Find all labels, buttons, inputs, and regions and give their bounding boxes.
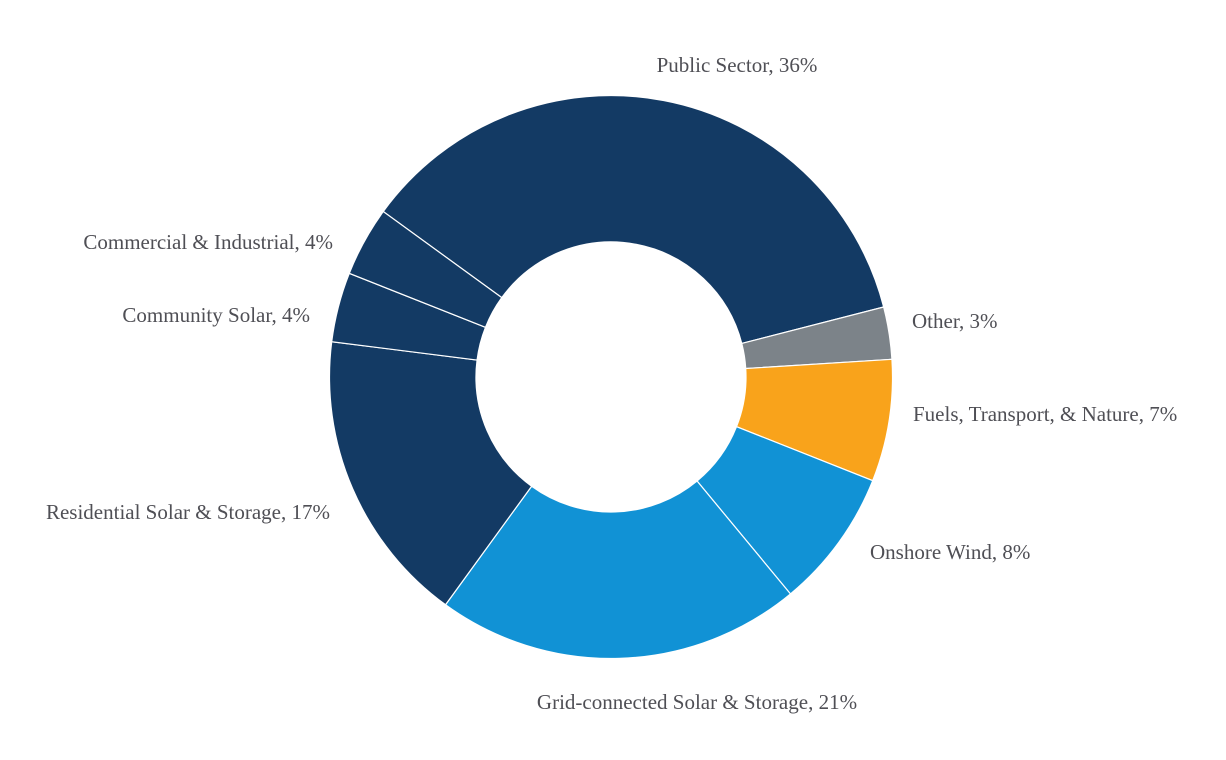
pie-slice-public-sector (382, 94, 885, 345)
slice-label-onshore-wind: Onshore Wind, 8% (870, 540, 1031, 564)
pie-slice-grid-connected-solar-storage (444, 480, 792, 660)
slice-label-commercial-industrial: Commercial & Industrial, 4% (83, 230, 333, 254)
slice-label-fuels-transport-nature: Fuels, Transport, & Nature, 7% (913, 402, 1178, 426)
slice-label-other: Other, 3% (912, 309, 998, 333)
slice-label-residential-solar-storage: Residential Solar & Storage, 17% (45, 500, 330, 524)
slice-label-public-sector: Public Sector, 36% (656, 53, 818, 77)
slice-label-community-solar: Community Solar, 4% (122, 303, 310, 327)
pie-slice-commercial-industrial (348, 210, 503, 329)
pie-slice-residential-solar-storage (328, 341, 533, 606)
slice-label-grid-connected-solar-storage: Grid-connected Solar & Storage, 21% (536, 690, 858, 714)
